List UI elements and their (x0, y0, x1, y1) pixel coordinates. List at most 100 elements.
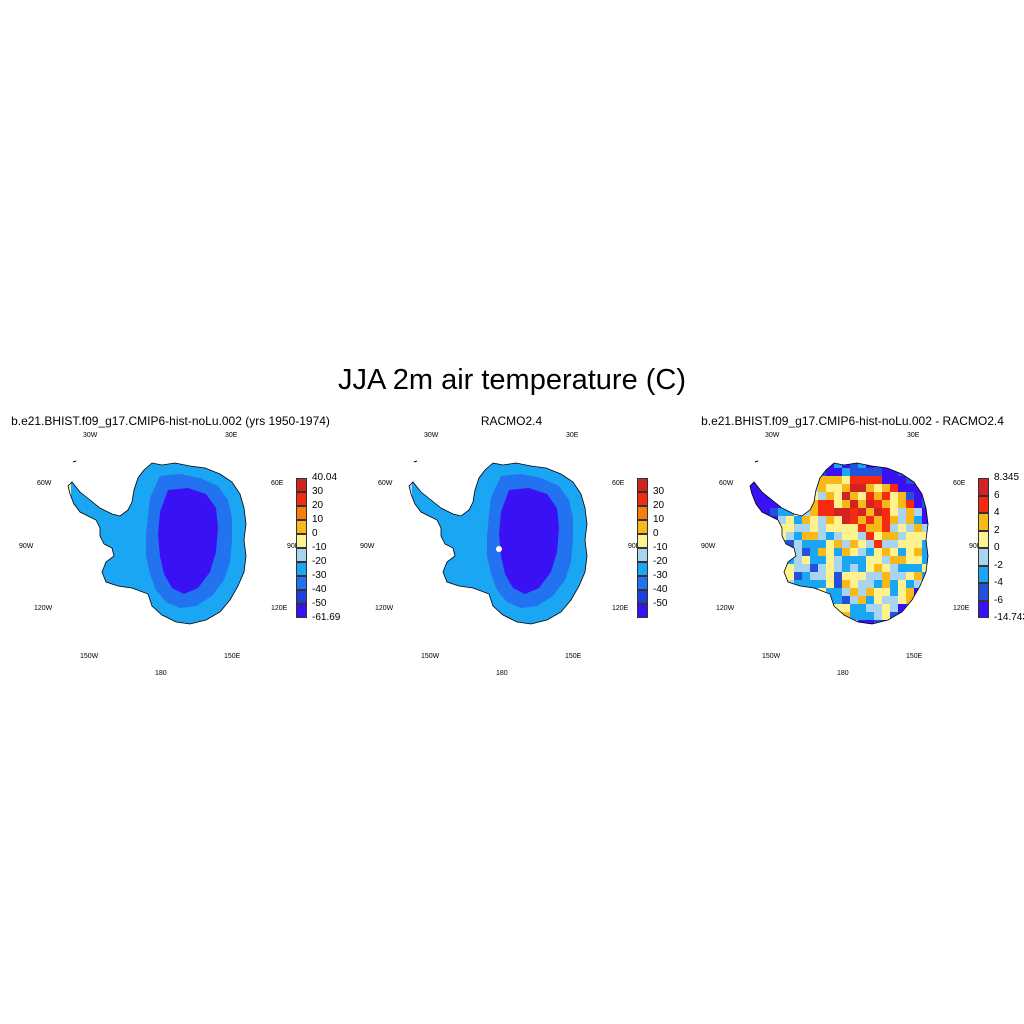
difference-cell (770, 548, 778, 556)
difference-cell (914, 572, 922, 580)
difference-cell (962, 508, 970, 516)
difference-cell (898, 604, 906, 612)
colorbar-swatch (978, 600, 989, 618)
longitude-label: 60W (378, 480, 393, 487)
difference-cell (882, 524, 890, 532)
difference-cell (810, 532, 818, 540)
colorbar-label: 8.345 (994, 472, 1020, 483)
difference-cell (850, 524, 858, 532)
difference-cell (898, 500, 906, 508)
difference-cell (930, 612, 938, 620)
difference-cell (866, 516, 874, 524)
difference-cell (890, 580, 898, 588)
difference-cell (890, 612, 898, 620)
difference-cell (818, 596, 826, 604)
colorbar-swatch (637, 520, 648, 534)
difference-cell (762, 548, 770, 556)
island-mark (754, 460, 759, 463)
difference-cell (850, 516, 858, 524)
difference-cell (794, 604, 802, 612)
difference-cell (762, 532, 770, 540)
difference-cell (890, 516, 898, 524)
difference-cell (858, 508, 866, 516)
difference-cell (834, 612, 842, 620)
difference-cell (954, 596, 962, 604)
difference-cell (906, 524, 914, 532)
difference-cell (754, 524, 762, 532)
colorbar-label: 30 (653, 486, 665, 497)
difference-cell (770, 628, 778, 636)
difference-cell (898, 463, 906, 468)
difference-cell (834, 580, 842, 588)
difference-cell (826, 604, 834, 612)
difference-cell (898, 628, 906, 636)
difference-cell (906, 564, 914, 572)
difference-cell (754, 516, 762, 524)
difference-cell (882, 484, 890, 492)
difference-cell (786, 564, 794, 572)
longitude-label: 120E (271, 605, 288, 612)
difference-cell (954, 572, 962, 580)
colorbar-label: -50 (653, 598, 668, 609)
longitude-label: 150W (80, 653, 99, 660)
difference-cell (914, 612, 922, 620)
difference-cell (842, 532, 850, 540)
difference-cell (778, 556, 786, 564)
difference-cell (858, 540, 866, 548)
difference-cell (890, 468, 898, 476)
difference-cell (890, 508, 898, 516)
difference-cell (754, 484, 762, 492)
difference-cell (938, 596, 946, 604)
difference-cell (882, 572, 890, 580)
difference-cell (794, 620, 802, 624)
difference-cell (970, 476, 978, 484)
difference-cell (882, 604, 890, 612)
difference-cell (802, 500, 810, 508)
difference-cell (922, 580, 928, 588)
difference-cell (818, 500, 826, 508)
difference-cell (946, 628, 954, 636)
difference-cell (898, 580, 906, 588)
difference-cell (850, 548, 858, 556)
difference-cell (914, 580, 922, 588)
difference-cell (770, 580, 778, 588)
difference-cell (930, 508, 938, 516)
difference-cell (826, 492, 834, 500)
figure-title: JJA 2m air temperature (C) (337, 364, 687, 396)
antarctica-map (67, 460, 247, 625)
difference-cell (890, 572, 898, 580)
difference-cell (802, 620, 810, 624)
difference-cell (802, 596, 810, 604)
panel-title: b.e21.BHIST.f09_g17.CMIP6-hist-noLu.002 … (11, 414, 330, 428)
difference-cell (962, 580, 970, 588)
difference-cell (834, 588, 842, 596)
difference-cell (914, 476, 922, 484)
colorbar-swatch (296, 590, 307, 604)
difference-cell (842, 564, 850, 572)
difference-cell (866, 500, 874, 508)
difference-cell (778, 500, 786, 508)
difference-cell (882, 476, 890, 484)
difference-cell (930, 516, 938, 524)
difference-cell (954, 524, 962, 532)
difference-cell (930, 532, 938, 540)
longitude-label: 30W (765, 432, 780, 439)
colorbar-label: -50 (312, 598, 327, 609)
difference-cell (786, 628, 794, 636)
difference-cell (874, 532, 882, 540)
difference-cell (970, 572, 978, 580)
difference-cell (834, 476, 842, 484)
difference-cell (874, 596, 882, 604)
difference-cell (874, 620, 882, 624)
difference-cell (914, 508, 922, 516)
difference-cell (858, 564, 866, 572)
difference-cell (866, 556, 874, 564)
colorbar-label: -40 (312, 584, 327, 595)
difference-cell (842, 588, 850, 596)
difference-cell (778, 628, 786, 636)
difference-cell (802, 588, 810, 596)
difference-cell (834, 508, 842, 516)
difference-cell (750, 556, 754, 564)
difference-cell (802, 532, 810, 540)
difference-cell (874, 540, 882, 548)
